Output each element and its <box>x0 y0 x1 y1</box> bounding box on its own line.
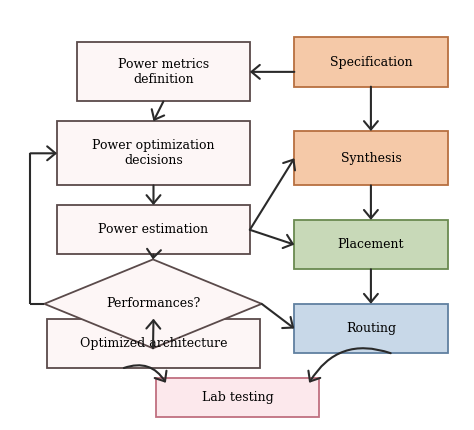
Polygon shape <box>44 259 262 348</box>
Text: Lab testing: Lab testing <box>201 391 273 404</box>
FancyBboxPatch shape <box>47 319 260 368</box>
FancyBboxPatch shape <box>77 42 250 101</box>
FancyBboxPatch shape <box>156 378 319 418</box>
Text: Power estimation: Power estimation <box>99 223 209 237</box>
Text: Placement: Placement <box>337 238 404 251</box>
FancyBboxPatch shape <box>57 121 250 185</box>
Text: Power optimization
decisions: Power optimization decisions <box>92 139 215 167</box>
FancyBboxPatch shape <box>294 131 447 185</box>
FancyBboxPatch shape <box>294 37 447 87</box>
FancyBboxPatch shape <box>57 205 250 255</box>
FancyBboxPatch shape <box>294 304 447 353</box>
Text: Performances?: Performances? <box>106 297 200 310</box>
Text: Power metrics
definition: Power metrics definition <box>118 58 209 86</box>
Text: Routing: Routing <box>346 322 396 335</box>
Text: Synthesis: Synthesis <box>340 152 401 165</box>
Text: Optimized architecture: Optimized architecture <box>80 337 227 350</box>
Text: Specification: Specification <box>329 55 412 68</box>
FancyBboxPatch shape <box>294 220 447 269</box>
